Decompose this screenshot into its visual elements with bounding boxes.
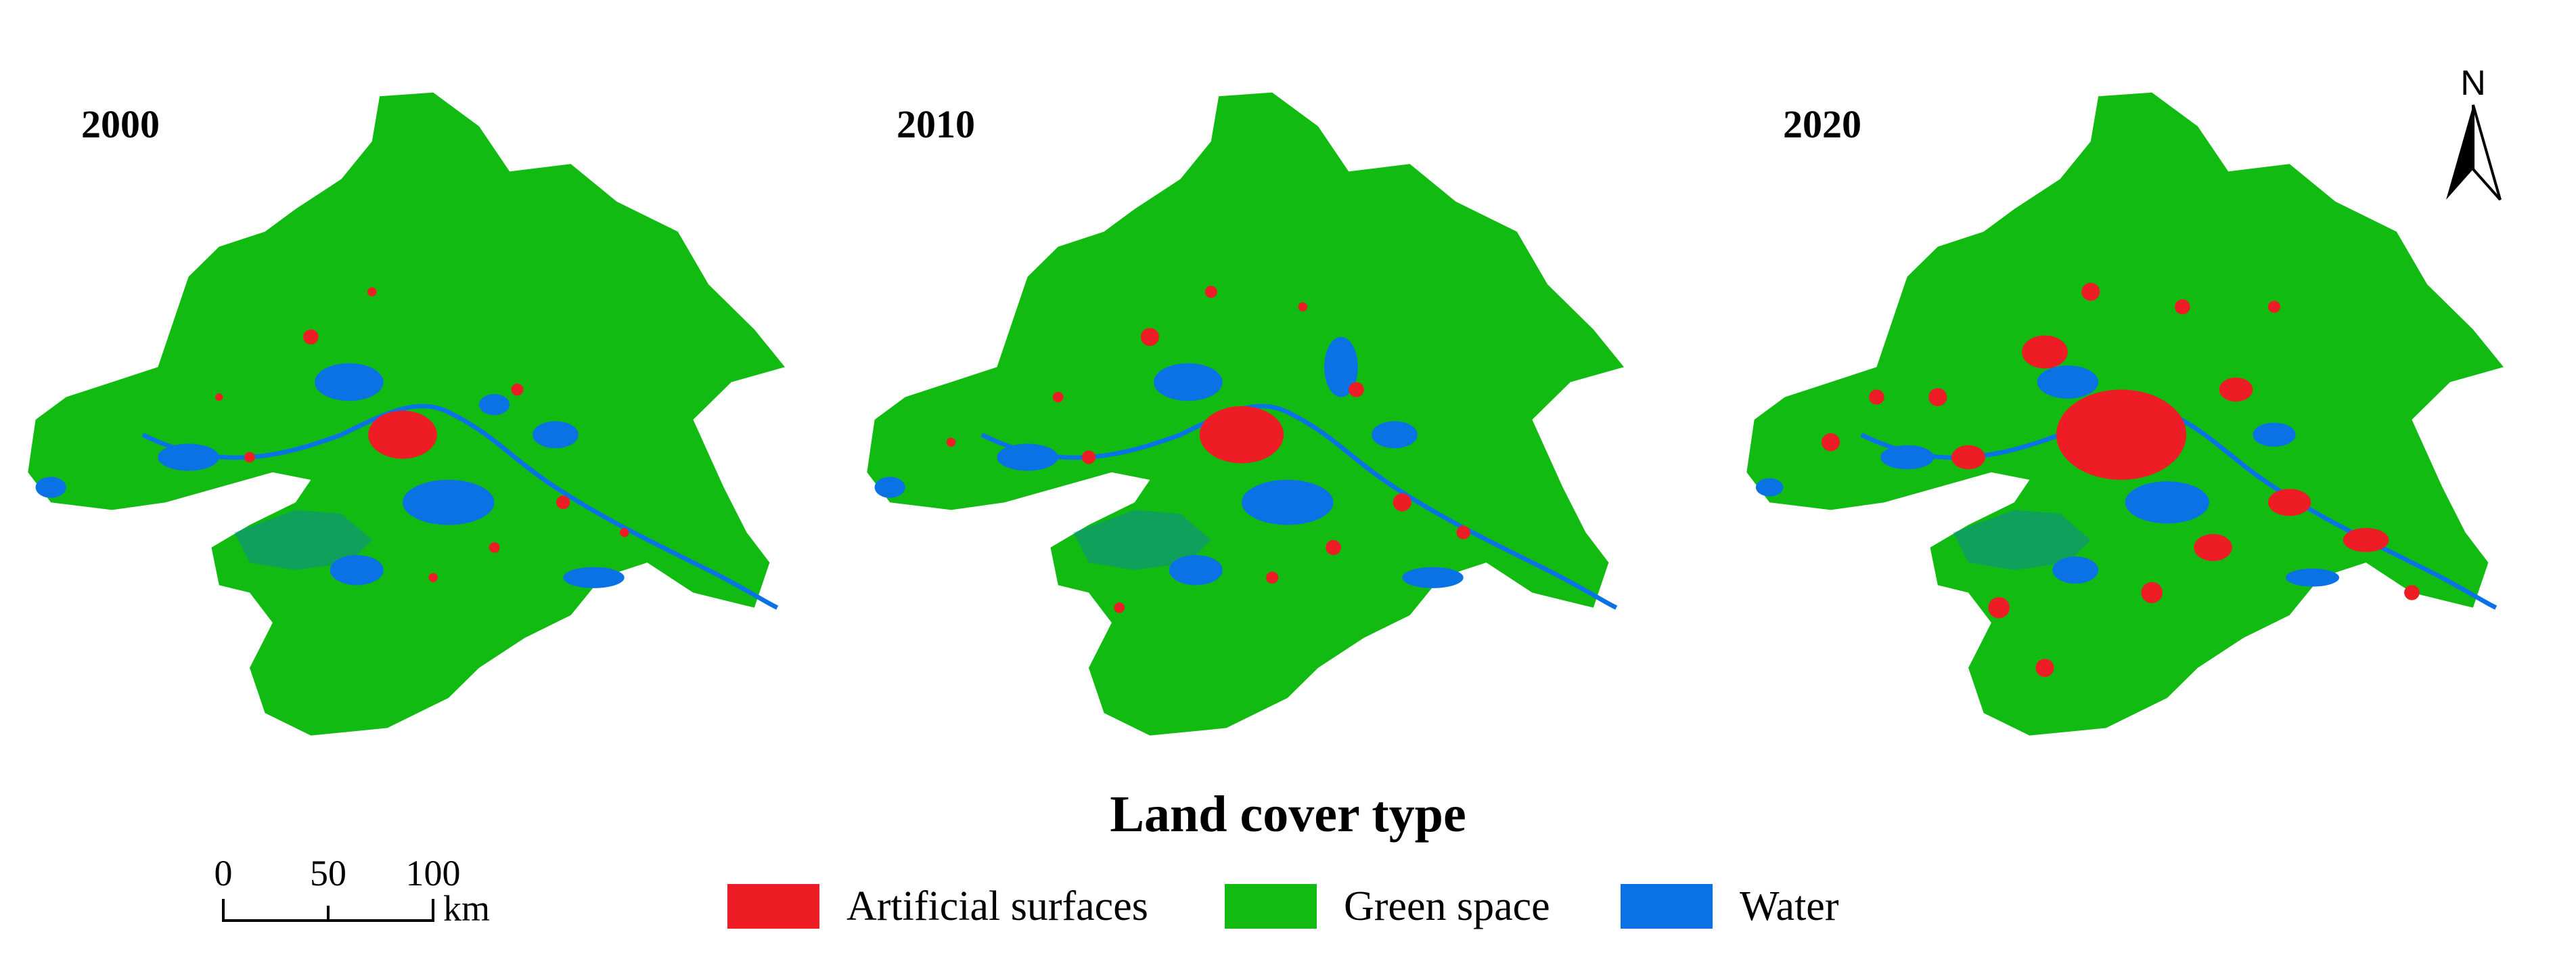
- water-patches: [874, 336, 1464, 588]
- legend-label-water: Water: [1740, 883, 1839, 929]
- map-panel-2020: [1739, 81, 2504, 758]
- land-cover-map-2000: [28, 92, 785, 736]
- north-arrow-icon: N: [2446, 64, 2502, 201]
- year-label-2010: 2010: [897, 102, 975, 146]
- legend-swatch-green: [1225, 884, 1317, 929]
- legend-swatch-water: [1621, 884, 1713, 929]
- legend-title: Land cover type: [1110, 786, 1466, 843]
- legend-label-artificial: Artificial surfaces: [846, 883, 1148, 929]
- artificial-patches: [1822, 282, 2420, 677]
- river: [1860, 403, 2498, 610]
- legend-item-water: Water: [1621, 879, 1838, 934]
- scale-tick-50: 50: [310, 853, 346, 893]
- legend-swatch-artificial: [727, 884, 819, 929]
- map-panel-2000: [20, 81, 785, 758]
- river: [141, 403, 779, 610]
- artificial-patches: [215, 287, 629, 582]
- north-arrow: N: [2436, 61, 2510, 210]
- legend-item-green: Green space: [1225, 879, 1550, 934]
- scale-line: [222, 899, 434, 922]
- legend-label-green: Green space: [1344, 883, 1550, 929]
- north-label: N: [2460, 64, 2486, 103]
- scale-unit: km: [443, 888, 490, 929]
- scale-tick-0: 0: [214, 853, 233, 893]
- scale-bar: 0 50 100 km: [210, 853, 521, 934]
- year-label-2000: 2000: [81, 102, 160, 146]
- lake-area: [234, 510, 372, 571]
- legend-item-artificial: Artificial surfaces: [727, 879, 1148, 934]
- lake-area: [1073, 510, 1211, 571]
- river: [980, 403, 1618, 610]
- water-patches: [1755, 366, 2340, 587]
- water-patches: [35, 363, 625, 588]
- year-label-2020: 2020: [1783, 102, 1861, 146]
- land-cover-map-2020: [1746, 92, 2504, 736]
- scale-tick-100: 100: [406, 853, 461, 893]
- artificial-patches: [946, 286, 1470, 613]
- lake-area: [1953, 510, 2091, 571]
- land-cover-map-2010: [867, 92, 1624, 736]
- map-panel-2010: [859, 81, 1624, 758]
